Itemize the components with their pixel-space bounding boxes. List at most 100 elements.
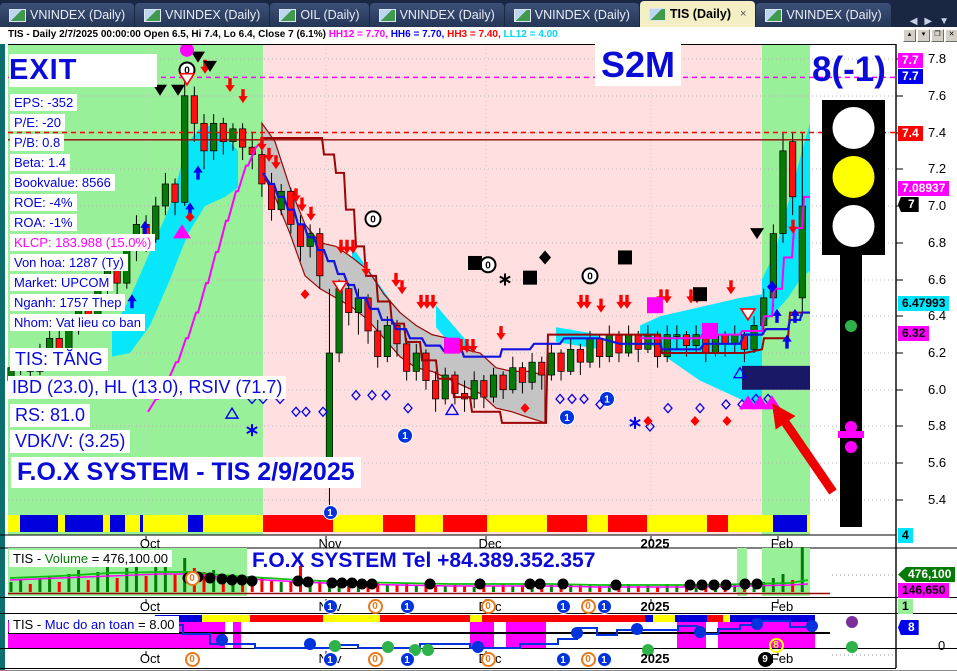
candle-body [548,353,554,375]
maximize-button[interactable]: ❒ [931,29,944,42]
signal-mark-blue-1: 1 [323,599,338,614]
tab-vnindex-daily--4[interactable]: VNINDEX (Daily) [505,3,639,27]
candle-body [490,375,496,397]
x-label-Feb-row1: Feb [771,599,793,614]
candle-body [355,298,361,313]
volume-bar [125,568,128,592]
volume-bar [415,585,418,592]
trend-ribbon-segment [807,515,810,532]
trend-ribbon-segment [110,515,125,532]
signal-mark-blue-1: 1 [597,652,612,667]
signal-mark-blue-1: 1 [400,652,415,667]
trend-ribbon-segment [188,515,203,532]
tab-vnindex-daily--0[interactable]: VNINDEX (Daily) [0,3,134,27]
volume-bar [608,585,611,592]
volume-highlight-dot [327,578,338,589]
tab-vnindex-daily--1[interactable]: VNINDEX (Daily) [135,3,269,27]
candle-body [278,191,284,209]
restore-up-button[interactable]: ▴ [903,29,916,42]
candle-body [162,184,168,206]
volume-highlight-dot [293,576,304,587]
svg-text:0: 0 [370,214,376,225]
candle-body [635,335,641,350]
candle-body [558,353,564,371]
tab-label: VNINDEX (Daily) [786,8,881,22]
tab-label: TIS (Daily) [670,7,731,21]
x-label-2025-row1: 2025 [641,599,670,614]
tab-nav-arrow-2[interactable]: ▼ [939,16,949,27]
candle-body [732,335,738,344]
volume-bar [38,578,41,592]
volume-bar [502,584,505,592]
x-label-Feb-row2: Feb [771,651,793,666]
value-badge-4: 4 [898,528,913,543]
volume-bar [19,580,22,592]
candle-body [587,338,593,362]
price-tick-6.0: 6.0 [928,382,957,397]
x-label-2025-row2: 2025 [641,651,670,666]
volume-bar [96,572,99,592]
trend-ribbon-segment [333,515,383,532]
candle-body [519,368,525,383]
safety-title-prefix: TIS - [13,617,45,632]
tab-vnindex-daily--6[interactable]: VNINDEX (Daily) [756,3,890,27]
volume-bar [396,585,399,592]
svg-text:0: 0 [587,271,593,282]
trend-ribbon-segment [608,515,647,532]
black-square-icon [468,256,482,270]
close-button[interactable]: ✕ [945,29,957,42]
chart-tab-icon [765,9,782,22]
candle-body [471,381,477,399]
value-badge-8: 8 [898,620,919,635]
info-label-4: Bookvalue: 8566 [10,174,115,191]
volume-bar [77,570,80,592]
candle-body [259,155,265,184]
candle-body [510,368,516,390]
volume-highlight-dot [535,579,546,590]
trend-ribbon-segment [383,515,415,532]
exit-label: EXIT [9,54,157,87]
tab-close-icon[interactable]: × [740,8,746,20]
info-label-3: Beta: 1.4 [10,154,70,171]
volume-bar [656,587,659,592]
x-label-Oct-row0: Oct [140,536,160,551]
volume-bar [801,547,804,592]
volume-highlight-dot [611,580,622,591]
volume-highlight-dot [227,575,238,586]
tab-nav-arrow-0[interactable]: ◀ [910,16,918,27]
safety-ribbon-segment [323,615,380,622]
fox-phone-label: F.O.X SYSTEM Tel +84.389.352.357 [252,549,595,573]
price-tick-7.2: 7.2 [928,161,957,176]
safety-axis-zero: 0 [938,638,945,653]
chart-tab-icon [514,9,531,22]
volume-highlight-dot [558,579,569,590]
trend-ribbon-segment [143,515,188,532]
safety-panel-title: TIS - Muc do an toan = 8.00 [9,616,179,633]
value-badge-6.47993: 6.47993 [898,296,949,311]
tab-oil-daily--2[interactable]: OIL (Daily) [270,3,368,27]
volume-highlight-dot [709,580,720,591]
chart-tab-icon [379,9,396,22]
tab-nav-arrow-1[interactable]: ▶ [924,16,932,27]
safety-ribbon-segment [723,615,730,622]
magenta-square-icon [702,323,718,339]
tab-tis-daily--5[interactable]: TIS (Daily) × [640,1,756,27]
restore-down-button[interactable]: ▾ [917,29,930,42]
volume-bar [29,584,32,592]
volume-highlight-dot [752,579,763,590]
trend-ribbon-segment [443,515,487,532]
svg-text:1: 1 [604,394,610,405]
price-tick-6.2: 6.2 [928,345,957,360]
safety-ribbon-segment [645,615,653,622]
candle-body [297,224,303,246]
price-tick-5.8: 5.8 [928,418,957,433]
candle-body [539,362,545,375]
tab-vnindex-daily--3[interactable]: VNINDEX (Daily) [370,3,504,27]
volume-bar [116,578,119,592]
candle-body [403,344,409,372]
volume-panel-title: TIS - Volume = 476,100.00 [9,550,172,567]
candle-body [191,96,197,124]
x-label-Feb-row0: Feb [771,536,793,551]
volume-highlight-dot [367,579,378,590]
